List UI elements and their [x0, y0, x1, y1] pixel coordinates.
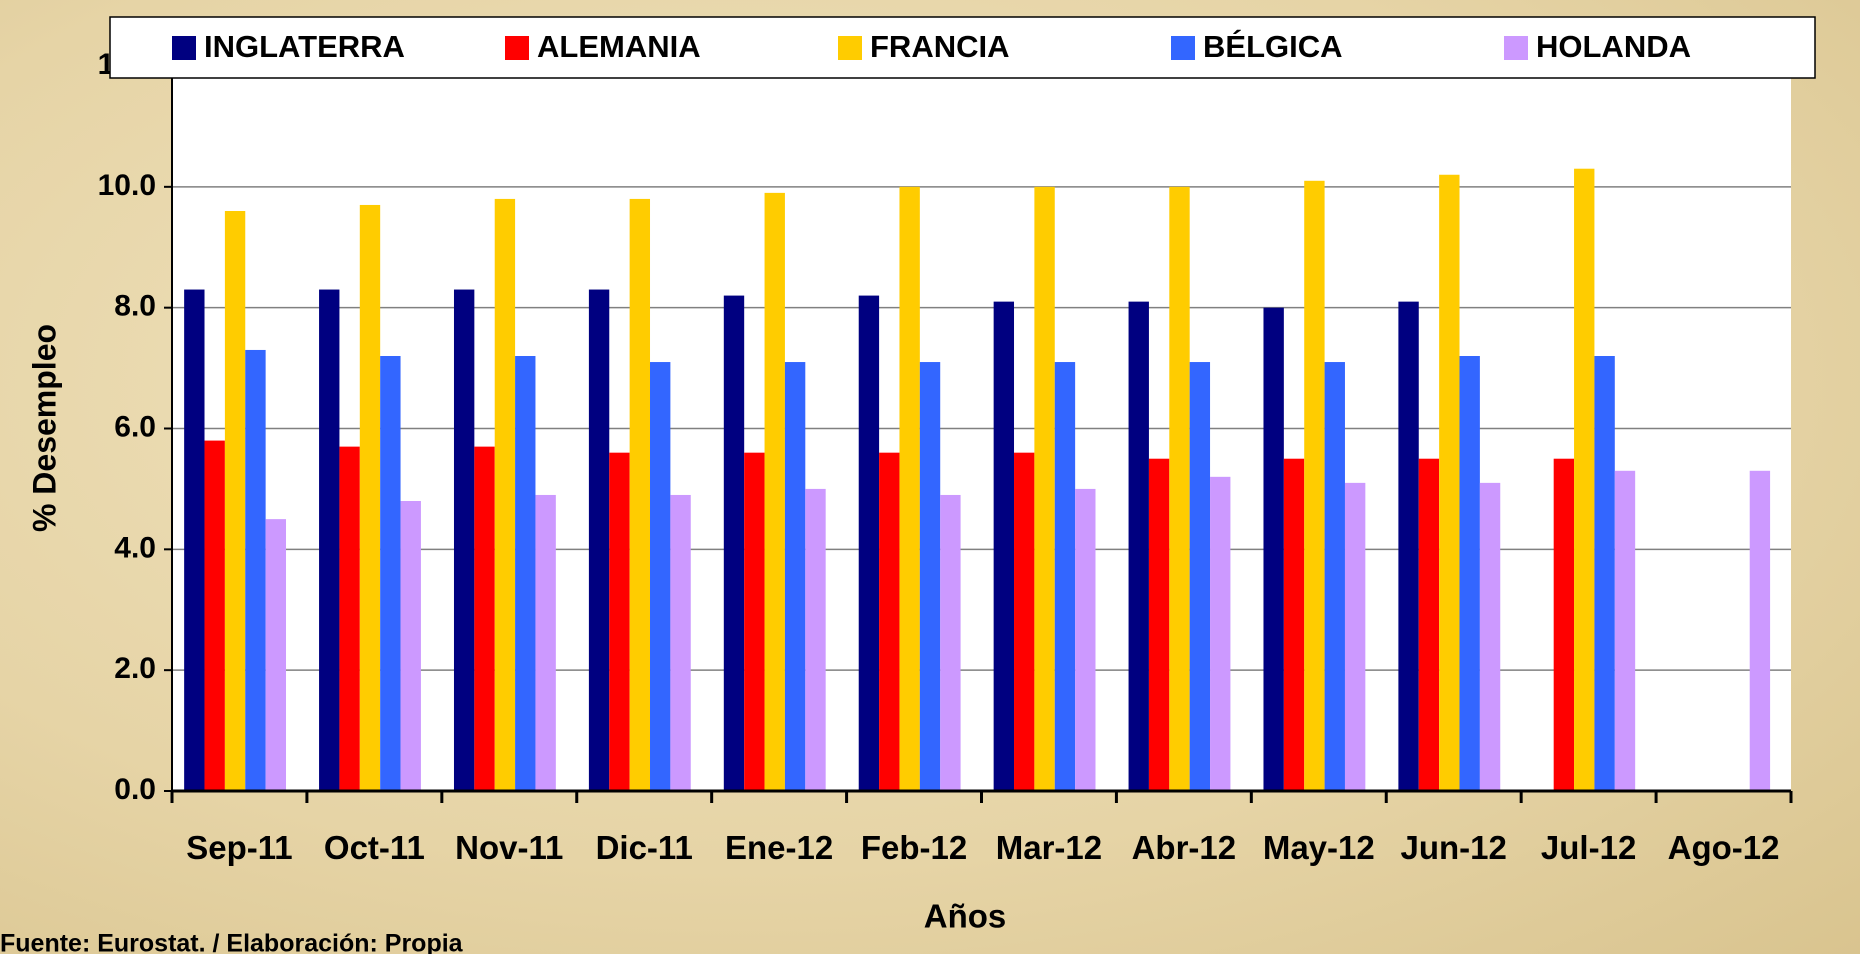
legend-swatch: [172, 36, 196, 60]
bar: [629, 198, 651, 791]
bar: [1594, 356, 1615, 791]
bar: [805, 488, 826, 791]
bar: [744, 452, 765, 791]
bar: [1749, 470, 1771, 791]
bar: [784, 362, 806, 791]
x-tick-label: Nov-11: [455, 829, 564, 866]
bar: [1304, 180, 1325, 791]
bar: [474, 446, 495, 791]
x-tick-label: Sep-11: [186, 829, 293, 866]
x-tick-label: Abr-12: [1131, 829, 1237, 866]
bar: [1324, 362, 1345, 791]
bar: [1283, 458, 1305, 791]
bar: [515, 356, 536, 791]
bar: [1553, 458, 1575, 791]
bar: [204, 440, 225, 791]
x-tick-label: Feb-12: [860, 829, 968, 866]
bar: [993, 301, 1015, 791]
bar: [400, 501, 421, 791]
bar: [919, 362, 941, 791]
bar: [1054, 362, 1076, 791]
x-tick-label: Ago-12: [1667, 829, 1780, 866]
bar: [609, 452, 630, 791]
bar: [1034, 186, 1055, 792]
x-tick-label: Dic-11: [595, 829, 693, 866]
bar: [650, 362, 671, 791]
bars: [184, 168, 1771, 792]
bar: [670, 494, 691, 791]
x-tick-label: May-12: [1262, 829, 1375, 866]
y-tick-label: 0.0: [114, 773, 156, 806]
bar: [245, 349, 266, 791]
bar: [899, 186, 920, 792]
legend-label: ALEMANIA: [537, 29, 701, 64]
bar: [1263, 307, 1284, 791]
bar: [1614, 470, 1636, 791]
x-axis-title: Años: [924, 898, 1007, 935]
legend-swatch: [838, 36, 862, 60]
bar: [940, 494, 961, 791]
bar: [1128, 301, 1149, 791]
bar: [858, 295, 880, 791]
legend-label: INGLATERRA: [204, 29, 405, 64]
x-tick-label: Jul-12: [1540, 829, 1637, 866]
legend-label: HOLANDA: [1536, 29, 1691, 64]
x-tick-label: Ene-12: [725, 829, 834, 866]
y-tick-label: 2.0: [114, 652, 156, 685]
bar: [764, 192, 785, 791]
bar: [453, 289, 475, 791]
bar: [339, 446, 360, 791]
legend-label: FRANCIA: [870, 29, 1010, 64]
bar: [1479, 482, 1501, 791]
bar: [1398, 301, 1419, 791]
bar: [588, 289, 610, 791]
bar: [494, 198, 516, 791]
legend-swatch: [505, 36, 529, 60]
legend-label: BÉLGICA: [1203, 29, 1343, 64]
bar: [380, 356, 401, 791]
bar: [1148, 458, 1170, 791]
bar: [1344, 482, 1366, 791]
y-tick-label: 4.0: [114, 531, 156, 564]
x-tick-label: Jun-12: [1400, 829, 1507, 866]
y-tick-label: 6.0: [114, 410, 156, 443]
bar: [1574, 168, 1595, 792]
bar: [1169, 186, 1190, 792]
bar: [1459, 356, 1480, 791]
bar: [1418, 458, 1440, 791]
bar: [723, 295, 745, 791]
bar: [1439, 174, 1460, 791]
bar: [535, 494, 556, 791]
source-note: Fuente: Eurostat. / Elaboración: Propia: [0, 930, 464, 954]
y-tick-label: 10.0: [98, 169, 156, 202]
legend: INGLATERRA ALEMANIA FRANCIA BÉLGICA HOLANDA: [172, 29, 1691, 64]
bar: [1189, 362, 1211, 791]
legend-box: [109, 16, 1816, 79]
bar: [224, 211, 246, 791]
axes: 0.02.04.06.08.010.012.0: [98, 48, 1793, 806]
bar: [1075, 488, 1096, 791]
bar: [879, 452, 900, 791]
legend-swatch: [1171, 36, 1195, 60]
y-axis-title: % Desempleo: [26, 324, 62, 532]
y-tick-label: 8.0: [114, 290, 156, 323]
bar: [184, 289, 205, 791]
x-tick-label: Oct-11: [323, 829, 425, 866]
x-tick-label: Mar-12: [995, 829, 1103, 866]
bar: [1210, 476, 1231, 791]
legend-swatch: [1504, 36, 1528, 60]
bar: [319, 289, 340, 791]
bar: [265, 519, 287, 791]
bar: [359, 204, 381, 792]
bar: [1014, 452, 1035, 791]
